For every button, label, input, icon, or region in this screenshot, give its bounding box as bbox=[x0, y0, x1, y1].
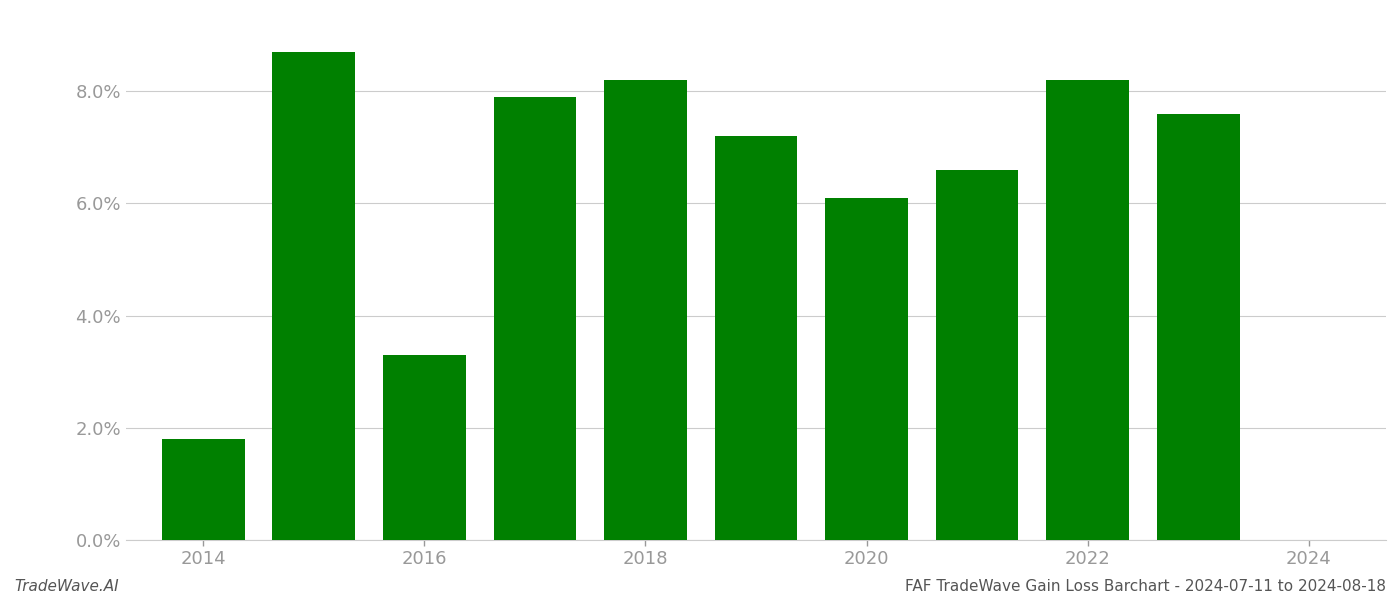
Bar bbox=[935, 170, 1018, 540]
Bar bbox=[273, 52, 356, 540]
Bar bbox=[603, 80, 687, 540]
Bar bbox=[162, 439, 245, 540]
Text: FAF TradeWave Gain Loss Barchart - 2024-07-11 to 2024-08-18: FAF TradeWave Gain Loss Barchart - 2024-… bbox=[904, 579, 1386, 594]
Bar bbox=[1156, 114, 1239, 540]
Bar bbox=[825, 198, 909, 540]
Text: TradeWave.AI: TradeWave.AI bbox=[14, 579, 119, 594]
Bar bbox=[714, 136, 798, 540]
Bar bbox=[1046, 80, 1128, 540]
Bar bbox=[493, 97, 577, 540]
Bar bbox=[384, 355, 466, 540]
